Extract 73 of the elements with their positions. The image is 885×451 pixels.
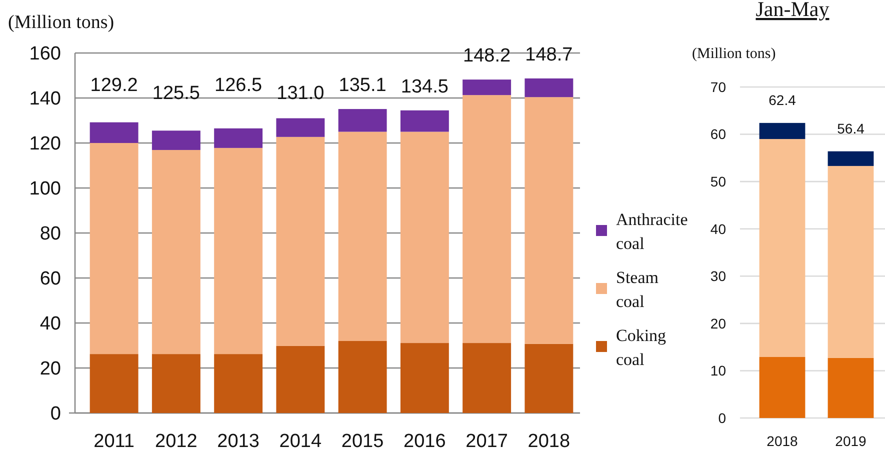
y-tick-label: 60: [710, 126, 726, 142]
x-tick-label: 2019: [835, 433, 867, 449]
bar: [400, 343, 449, 413]
total-label: 56.4: [837, 120, 865, 136]
y-tick-label: 0: [50, 404, 61, 425]
bar: [214, 128, 263, 148]
bar: [759, 122, 806, 140]
bar: [828, 166, 874, 358]
bar: [214, 354, 263, 413]
y-tick-label: 80: [40, 224, 61, 245]
bar: [152, 354, 200, 413]
total-label: 62.4: [768, 92, 796, 108]
y-tick-label: 120: [29, 134, 61, 155]
bar: [152, 130, 200, 150]
total-label: 135.1: [338, 75, 386, 96]
bar: [759, 139, 806, 357]
x-tick-label: 2018: [766, 433, 798, 449]
bar: [338, 109, 387, 132]
bar: [276, 118, 325, 137]
y-tick-label: 50: [710, 173, 726, 190]
y-tick-label: 10: [710, 362, 726, 379]
y-tick-label: 30: [710, 268, 726, 284]
y-tick-label: 20: [710, 315, 726, 332]
bar: [90, 354, 138, 413]
x-tick-label: 2018: [528, 431, 570, 451]
bar: [462, 80, 512, 96]
legend-label: Coking coal: [616, 326, 667, 369]
bar: [90, 143, 138, 354]
x-tick-label: 2016: [404, 431, 446, 451]
total-label: 148.2: [463, 46, 511, 67]
bar: [400, 110, 449, 132]
legend-label: Steam coal: [616, 268, 658, 311]
total-label: 126.5: [214, 75, 262, 96]
x-tick-label: 2015: [341, 431, 384, 451]
bar: [338, 132, 387, 341]
bar: [90, 122, 138, 143]
bar: [524, 78, 574, 98]
bar: [462, 343, 512, 413]
bar: [828, 151, 874, 166]
total-label: 131.0: [276, 83, 324, 104]
x-tick-label: 2014: [279, 431, 322, 451]
total-label: 148.7: [525, 44, 573, 66]
y-tick-label: 70: [710, 78, 726, 95]
x-tick-label: 2011: [94, 431, 134, 451]
y-tick-label: 100: [29, 178, 61, 200]
x-tick-label: 2013: [217, 431, 260, 451]
y-tick-label: 160: [29, 44, 61, 65]
total-label: 125.5: [152, 83, 200, 104]
y-axis-title: (Million tons): [692, 46, 776, 62]
total-label: 129.2: [90, 75, 138, 96]
y-tick-label: 40: [710, 220, 726, 237]
bar: [276, 346, 325, 413]
bar: [524, 344, 574, 413]
bar: [462, 95, 512, 344]
y-tick-label: 20: [40, 358, 61, 380]
bar: [828, 358, 874, 418]
x-tick-label: 2017: [466, 431, 508, 451]
y-tick-label: 60: [40, 268, 61, 290]
total-label: 134.5: [400, 76, 448, 98]
chart-title: Jan-May: [756, 0, 830, 21]
y-tick-label: 40: [40, 314, 61, 335]
legend-label: Anthracite coal: [616, 210, 688, 253]
y-axis-title: (Million tons): [8, 12, 114, 33]
x-tick-label: 2012: [155, 431, 198, 451]
bar: [276, 136, 325, 346]
bar: [338, 341, 387, 413]
bar: [759, 357, 806, 418]
bar: [400, 132, 449, 344]
bar: [152, 150, 200, 354]
y-tick-label: 140: [29, 88, 61, 110]
y-tick-label: 0: [718, 410, 726, 426]
bar: [524, 97, 574, 344]
bar: [214, 148, 263, 354]
